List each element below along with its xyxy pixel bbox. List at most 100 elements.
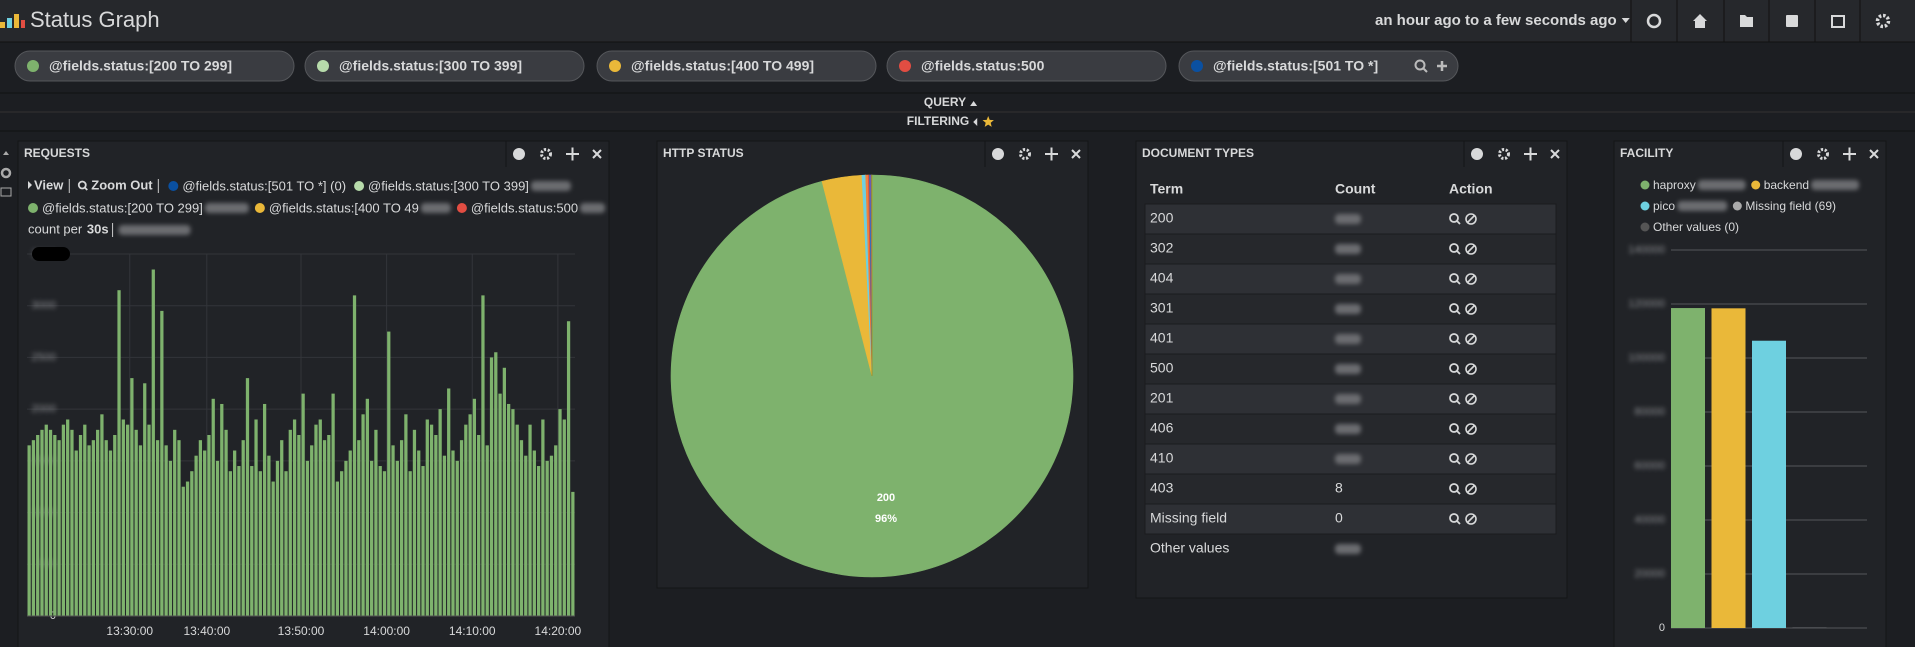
caret[interactable]	[970, 101, 978, 106]
favorite-star[interactable]	[982, 116, 994, 127]
zoom-icon	[77, 180, 87, 190]
exclude-icon[interactable]	[1465, 483, 1477, 495]
filter-icon[interactable]	[1449, 393, 1459, 403]
filter-icon[interactable]	[1449, 273, 1459, 283]
side-caret[interactable]	[3, 151, 9, 155]
save-icon[interactable]	[1786, 15, 1798, 27]
settings-icon[interactable]	[1019, 148, 1031, 160]
filter-icon[interactable]	[1449, 213, 1459, 223]
info-icon[interactable]	[513, 148, 525, 160]
move-icon[interactable]	[1843, 147, 1856, 161]
bar	[421, 466, 425, 616]
settings-icon[interactable]	[540, 148, 552, 160]
legend-label: pico	[1653, 199, 1675, 213]
bar	[378, 466, 382, 616]
redacted	[1335, 304, 1361, 314]
bar	[215, 460, 220, 616]
refresh-icon[interactable]	[1646, 13, 1662, 29]
legend-label: Missing field (69)	[1745, 199, 1836, 213]
add-icon[interactable]	[1437, 61, 1447, 71]
move-icon[interactable]	[1524, 147, 1537, 161]
share-icon[interactable]	[1831, 15, 1845, 28]
bar	[485, 445, 489, 616]
filter-pill[interactable]	[886, 50, 1167, 82]
bar	[44, 424, 48, 616]
move-icon[interactable]	[1045, 147, 1058, 161]
bar	[404, 414, 408, 616]
bar	[425, 419, 429, 616]
exclude-icon[interactable]	[1465, 393, 1477, 405]
filter-pill[interactable]	[596, 50, 877, 82]
slice-value: 96%	[875, 513, 897, 525]
close-icon[interactable]	[1869, 149, 1879, 159]
bar	[36, 435, 40, 616]
bar	[472, 398, 477, 616]
settings-icon[interactable]	[1498, 148, 1510, 160]
home-icon[interactable]	[1693, 14, 1707, 28]
filter-pill[interactable]	[1178, 50, 1459, 82]
bar	[74, 450, 78, 616]
bar	[412, 429, 417, 616]
bar	[511, 409, 515, 616]
info-icon[interactable]	[992, 148, 1004, 160]
move-icon[interactable]	[566, 147, 579, 161]
exclude-icon	[1466, 334, 1476, 344]
filter-icon[interactable]	[1449, 363, 1459, 373]
side-columns[interactable]	[0, 187, 12, 197]
caret[interactable]	[1621, 18, 1630, 23]
bar	[417, 450, 421, 616]
bar	[549, 455, 554, 616]
filter-icon	[1456, 220, 1461, 225]
redacted	[1335, 424, 1361, 434]
exclude-icon[interactable]	[1465, 453, 1477, 465]
close-icon[interactable]	[592, 149, 602, 159]
filter-icon[interactable]	[1449, 243, 1459, 253]
settings-icon[interactable]	[1817, 148, 1829, 160]
exclude-icon[interactable]	[1465, 243, 1477, 255]
exclude-icon[interactable]	[1465, 213, 1477, 225]
filter-icon[interactable]	[1449, 423, 1459, 433]
filter-label: @fields.status:[200 TO 299]	[49, 58, 232, 74]
open-icon[interactable]	[1740, 15, 1753, 27]
table-row	[1144, 473, 1557, 505]
exclude-icon[interactable]	[1465, 513, 1477, 525]
filter-label: @fields.status:[400 TO 499]	[631, 58, 814, 74]
legend-dot	[254, 203, 265, 213]
filter-pill[interactable]	[304, 50, 585, 82]
exclude-icon[interactable]	[1465, 333, 1477, 345]
exclude-icon[interactable]	[1465, 423, 1477, 435]
bar	[237, 466, 241, 616]
count: 8	[1335, 480, 1343, 496]
bar	[258, 471, 262, 616]
bar	[66, 419, 70, 616]
info-icon[interactable]	[1471, 148, 1483, 160]
redacted	[118, 225, 191, 235]
bar	[262, 403, 267, 616]
filter-pill[interactable]	[14, 50, 295, 82]
filter-icon[interactable]	[1449, 513, 1459, 523]
exclude-icon[interactable]	[1465, 363, 1477, 375]
side-settings[interactable]	[0, 167, 12, 179]
close-icon[interactable]	[1550, 149, 1560, 159]
settings-icon[interactable]	[1875, 13, 1891, 29]
query-toggle: QUERY	[924, 95, 966, 109]
expand-caret[interactable]	[28, 181, 32, 189]
filter-icon[interactable]	[1449, 303, 1459, 313]
exclude-icon[interactable]	[1465, 273, 1477, 285]
page-title: Status Graph	[30, 7, 160, 32]
filter-icon[interactable]	[1449, 333, 1459, 343]
bar	[147, 424, 151, 616]
info-icon[interactable]	[1790, 148, 1802, 160]
column-header: Action	[1449, 181, 1493, 197]
y-tick-label: 1000	[32, 506, 56, 518]
exclude-icon[interactable]	[1465, 303, 1477, 315]
bar	[554, 445, 558, 616]
bar	[322, 440, 327, 616]
search-icon[interactable]	[1414, 59, 1426, 71]
close-icon[interactable]	[1071, 149, 1081, 159]
caret[interactable]	[973, 118, 978, 126]
filter-icon[interactable]	[1449, 453, 1459, 463]
bar	[447, 388, 451, 616]
filter-icon[interactable]	[1449, 483, 1459, 493]
bar	[541, 419, 545, 616]
